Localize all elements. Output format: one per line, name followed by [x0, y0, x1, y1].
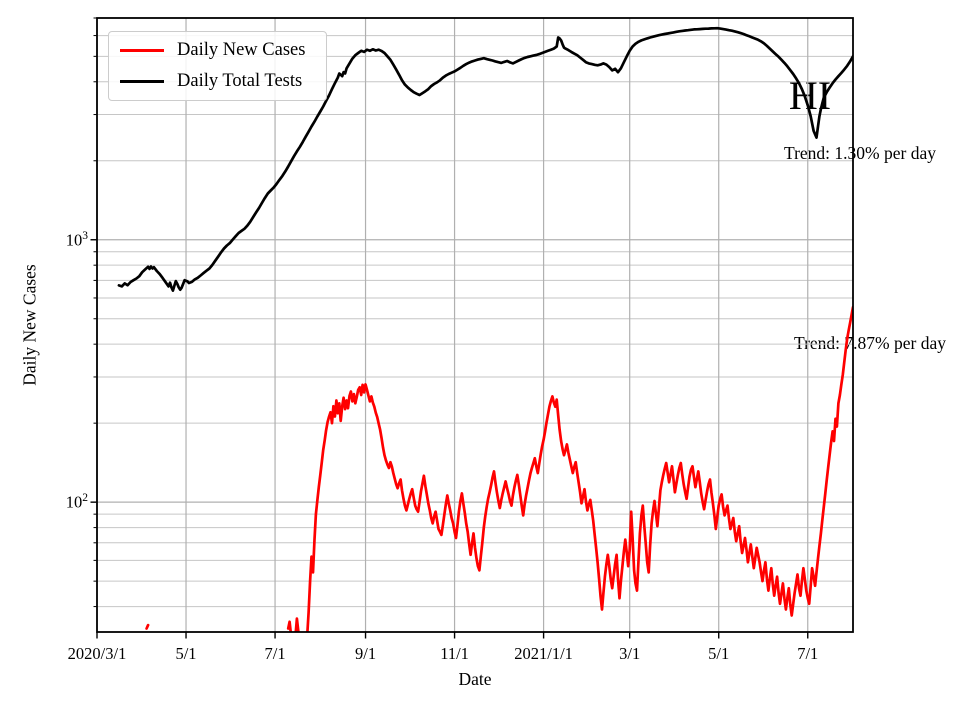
x-axis-label: Date — [458, 669, 492, 689]
svg-text:2020/3/1: 2020/3/1 — [68, 644, 127, 663]
svg-text:11/1: 11/1 — [440, 644, 469, 663]
y-axis-label: Daily New Cases — [19, 264, 40, 386]
trend-new-cases-annotation: Trend: 7.87% per day — [794, 333, 946, 353]
y-tick-1000: 103 — [65, 230, 88, 250]
svg-text:3/1: 3/1 — [619, 644, 640, 663]
legend-item-daily-new-cases: Daily New Cases — [109, 41, 326, 60]
svg-text:5/1: 5/1 — [708, 644, 729, 663]
y-tick-100: 102 — [65, 492, 88, 512]
legend-label: Daily Total Tests — [177, 71, 303, 92]
svg-text:2021/1/1: 2021/1/1 — [514, 644, 573, 663]
svg-text:9/1: 9/1 — [355, 644, 376, 663]
svg-text:5/1: 5/1 — [175, 644, 196, 663]
black-line-icon — [120, 79, 164, 84]
legend-label: Daily New Cases — [177, 40, 306, 61]
svg-text:7/1: 7/1 — [797, 644, 818, 663]
svg-text:7/1: 7/1 — [265, 644, 286, 663]
trend-total-tests-annotation: Trend: 1.30% per day — [784, 143, 936, 163]
red-line-icon — [120, 48, 164, 53]
legend-item-daily-total-tests: Daily Total Tests — [109, 72, 326, 91]
legend: Daily New Cases Daily Total Tests — [108, 31, 327, 101]
